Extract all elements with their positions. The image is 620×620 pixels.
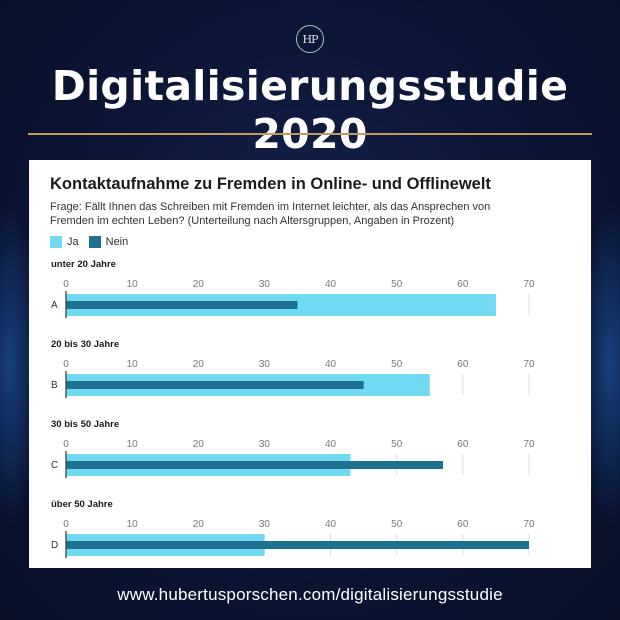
tick-label: 40 bbox=[325, 519, 337, 530]
tick-label: 60 bbox=[457, 279, 469, 290]
legend-swatch-ja bbox=[50, 236, 62, 248]
hp-logo: HP bbox=[296, 25, 324, 53]
page-title: Digitalisierungsstudie 2020 bbox=[51, 62, 569, 158]
legend-swatch-nein bbox=[88, 236, 101, 248]
bar-nein bbox=[66, 301, 298, 309]
tick-label: 70 bbox=[523, 439, 535, 450]
chart-subtitle: Frage: Fällt Ihnen das Schreiben mit Fre… bbox=[50, 201, 491, 227]
tick-label: 10 bbox=[127, 359, 139, 370]
tick-label: 0 bbox=[63, 519, 69, 530]
tick-label: 20 bbox=[193, 439, 205, 450]
legend-label-ja: Ja bbox=[67, 236, 79, 248]
legend-item-ja: Ja bbox=[50, 236, 79, 248]
tick-label: 70 bbox=[523, 519, 535, 530]
tick-label: 30 bbox=[259, 359, 271, 370]
tick-label: 40 bbox=[325, 279, 337, 290]
tick-label: 30 bbox=[259, 519, 271, 530]
tick-label: 40 bbox=[325, 359, 337, 370]
category-label: A bbox=[51, 300, 58, 311]
tick-label: 60 bbox=[457, 519, 469, 530]
logo-text: HP bbox=[302, 32, 319, 46]
tick-label: 20 bbox=[193, 359, 205, 370]
category-label: D bbox=[51, 540, 58, 551]
group-label: 30 bis 50 Jahre bbox=[51, 419, 119, 430]
group-label: über 50 Jahre bbox=[51, 499, 113, 510]
tick-label: 60 bbox=[457, 439, 469, 450]
tick-label: 50 bbox=[391, 359, 403, 370]
category-label: C bbox=[51, 460, 58, 471]
tick-label: 20 bbox=[193, 519, 205, 530]
tick-label: 10 bbox=[127, 279, 139, 290]
tick-label: 40 bbox=[325, 439, 337, 450]
tick-label: 30 bbox=[259, 279, 271, 290]
legend-item-nein: Nein bbox=[88, 236, 129, 248]
tick-label: 70 bbox=[523, 279, 535, 290]
chart-card: Kontaktaufnahme zu Fremden in Online- un… bbox=[29, 160, 591, 568]
chart-title: Kontaktaufnahme zu Fremden in Online- un… bbox=[50, 175, 491, 193]
tick-label: 70 bbox=[523, 359, 535, 370]
group-label: 20 bis 30 Jahre bbox=[51, 339, 119, 350]
tick-label: 0 bbox=[63, 359, 69, 370]
tick-label: 60 bbox=[457, 359, 469, 370]
tick-label: 0 bbox=[63, 279, 69, 290]
footer-url[interactable]: www.hubertusporschen.com/digitalisierung… bbox=[117, 585, 503, 604]
bar-chart: unter 20 Jahre 0 10 20 30 40 50 60 70 A 20 bis 30 … bbox=[51, 259, 535, 558]
chart-legend: Ja Nein bbox=[50, 236, 138, 248]
bar-nein bbox=[66, 381, 364, 389]
bar-nein bbox=[66, 541, 529, 549]
tick-label: 10 bbox=[127, 439, 139, 450]
bar-nein bbox=[66, 461, 444, 469]
tick-label: 50 bbox=[391, 519, 403, 530]
tick-label: 30 bbox=[259, 439, 271, 450]
legend-label-nein: Nein bbox=[105, 236, 129, 248]
tick-label: 50 bbox=[391, 279, 403, 290]
category-label: B bbox=[51, 380, 58, 391]
tick-label: 0 bbox=[63, 439, 69, 450]
tick-label: 50 bbox=[391, 439, 403, 450]
title-divider bbox=[28, 133, 592, 135]
group-label: unter 20 Jahre bbox=[51, 259, 116, 270]
tick-label: 20 bbox=[193, 279, 205, 290]
tick-label: 10 bbox=[127, 519, 139, 530]
